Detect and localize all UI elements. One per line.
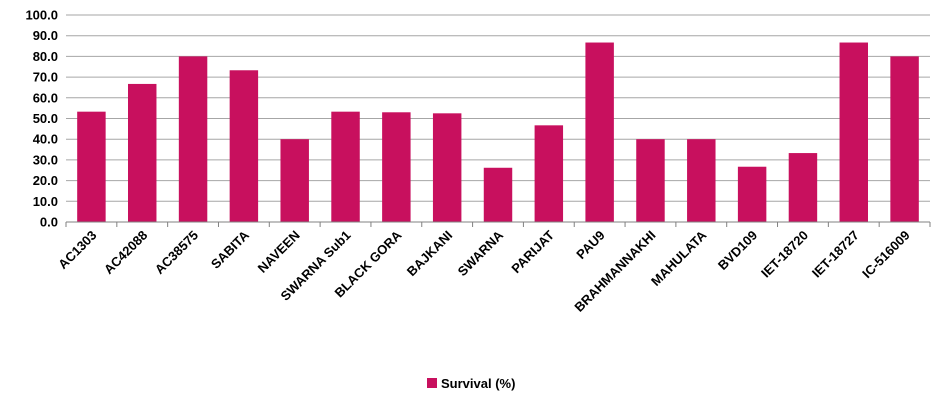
x-category-label: AC38575 (152, 228, 201, 277)
x-category-label: IC-516009 (859, 228, 913, 282)
y-tick-label: 40.0 (33, 132, 58, 147)
x-category-label: AC42088 (101, 228, 150, 277)
bar (77, 111, 106, 222)
bar (331, 111, 360, 222)
x-category-label: BAJKANI (404, 228, 455, 279)
y-tick-label: 90.0 (33, 28, 58, 43)
x-category-label: SABITA (208, 227, 253, 272)
bar (890, 56, 919, 223)
y-tick-label: 30.0 (33, 152, 58, 167)
bars (77, 42, 919, 223)
bar (839, 42, 868, 222)
bar (483, 167, 513, 222)
y-tick-label: 50.0 (33, 111, 58, 126)
x-category-label: NAVEEN (255, 228, 303, 276)
y-tick-label: 0.0 (40, 215, 58, 230)
y-tick-label: 100.0 (25, 8, 58, 23)
y-axis-tick-labels: 0.0 10.0 20.0 30.0 40.0 50.0 60.0 70.0 80.0 90.0 1… (25, 8, 58, 230)
bar (432, 113, 462, 222)
bar (788, 153, 818, 222)
legend-swatch (427, 378, 437, 388)
x-category-label: PAU9 (573, 228, 607, 262)
bar (128, 83, 157, 222)
legend-label: Survival (%) (441, 376, 515, 391)
y-tick-label: 70.0 (33, 70, 58, 85)
bar (534, 125, 564, 222)
bar (585, 42, 614, 222)
x-category-label: BVD109 (715, 228, 760, 273)
x-category-label: PARIJAT (508, 227, 557, 276)
y-tick-label: 10.0 (33, 194, 58, 209)
x-category-label: SWARNA (455, 227, 507, 279)
x-axis (65, 221, 931, 227)
x-category-label: MAHULATA (648, 227, 710, 289)
bar (382, 112, 411, 222)
bar (687, 139, 716, 222)
x-category-label: IET-18720 (758, 228, 811, 281)
bar (229, 70, 259, 222)
bar (636, 139, 665, 222)
bar (178, 56, 208, 223)
y-tick-label: 80.0 (33, 49, 58, 64)
bar (737, 166, 767, 222)
gridlines (66, 14, 930, 202)
x-category-label: IET-18727 (809, 228, 862, 281)
y-tick-label: 60.0 (33, 90, 58, 105)
y-tick-label: 20.0 (33, 173, 58, 188)
bar (280, 139, 309, 222)
legend: Survival (%) (427, 376, 515, 391)
x-category-label: AC1303 (55, 228, 99, 272)
